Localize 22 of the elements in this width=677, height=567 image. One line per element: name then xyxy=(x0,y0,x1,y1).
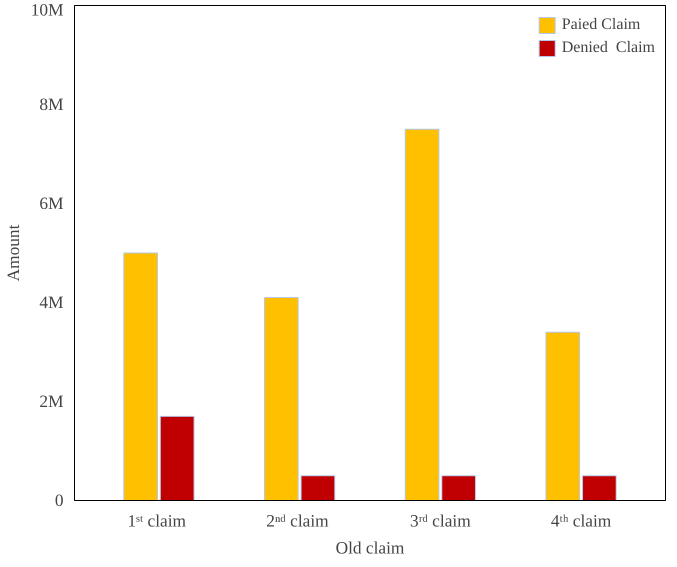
y-tick-label: 8M xyxy=(39,95,64,114)
legend-label: Paied Claim xyxy=(562,16,640,34)
bar xyxy=(264,297,299,500)
y-axis-title: Amount xyxy=(4,224,23,282)
y-tick-label: 0 xyxy=(54,491,64,510)
bar xyxy=(160,416,195,500)
y-tick-label: 6M xyxy=(39,194,64,213)
y-tick-label: 2M xyxy=(39,392,64,411)
bar xyxy=(441,475,476,500)
legend-label: Denied Claim xyxy=(562,39,655,57)
x-tick-label: 1ˢᵗ claim xyxy=(128,512,187,530)
x-axis-title: Old claim xyxy=(336,538,405,558)
y-tick-label: 10M xyxy=(30,0,64,20)
bar xyxy=(123,252,158,500)
x-tick-label: 3ʳᵈ claim xyxy=(410,512,472,530)
bar xyxy=(582,475,617,500)
x-tick-label: 4ᵗʰ claim xyxy=(550,512,612,530)
bar xyxy=(545,332,580,500)
bar xyxy=(404,128,440,500)
bar xyxy=(300,475,336,500)
y-tick-label: 4M xyxy=(39,293,64,312)
x-tick-label: 2ⁿᵈ claim xyxy=(266,512,330,530)
